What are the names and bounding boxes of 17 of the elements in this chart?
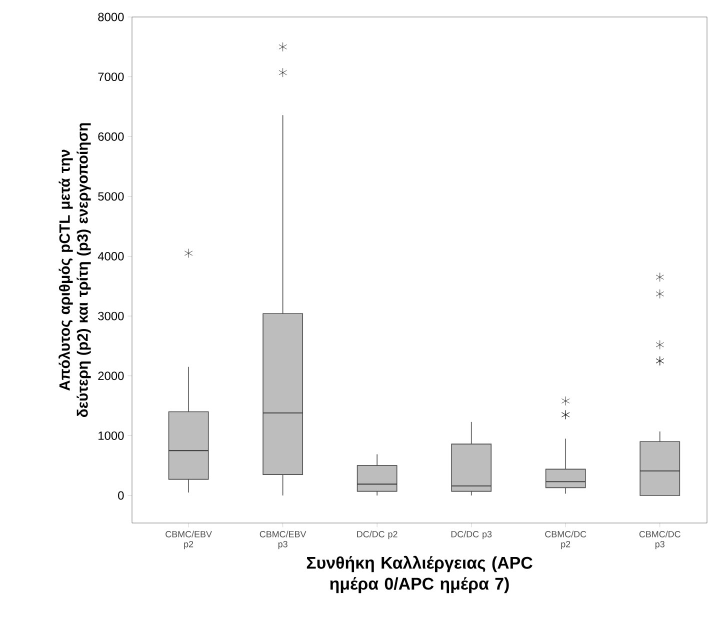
x-tick-label: DC/DC p2 <box>357 530 398 540</box>
y-tick-label: 4000 <box>98 252 124 260</box>
x-axis-title: Συνθήκη Καλλιέργειας (APC ημέρα 0/APC ημέρα 7) <box>306 556 532 594</box>
x-tick-label: CBMC/EBV p2 <box>166 530 212 550</box>
y-axis-title: Απόλυτος αριθμός pCTL μετά την δεύτερη (p2) και τρίτη (p3) ενεργοποίηση <box>58 123 91 418</box>
y-tick-label: 6000 <box>98 132 124 141</box>
x-tick-label: DC/DC p3 <box>451 530 492 540</box>
y-tick-label: 7000 <box>98 72 124 82</box>
y-tick-label: 8000 <box>98 12 124 22</box>
y-tick-label: 5000 <box>98 192 124 201</box>
x-tick-label: CBMC/DC p2 <box>545 530 586 550</box>
y-tick-label: 3000 <box>98 312 124 320</box>
y-tick-label: 0 <box>118 491 124 500</box>
x-tick-label: CBMC/DC p3 <box>639 530 680 550</box>
y-tick-label: 1000 <box>98 431 124 440</box>
x-tick-label: CBMC/EBV p3 <box>260 530 306 550</box>
y-tick-label: 2000 <box>98 372 124 380</box>
